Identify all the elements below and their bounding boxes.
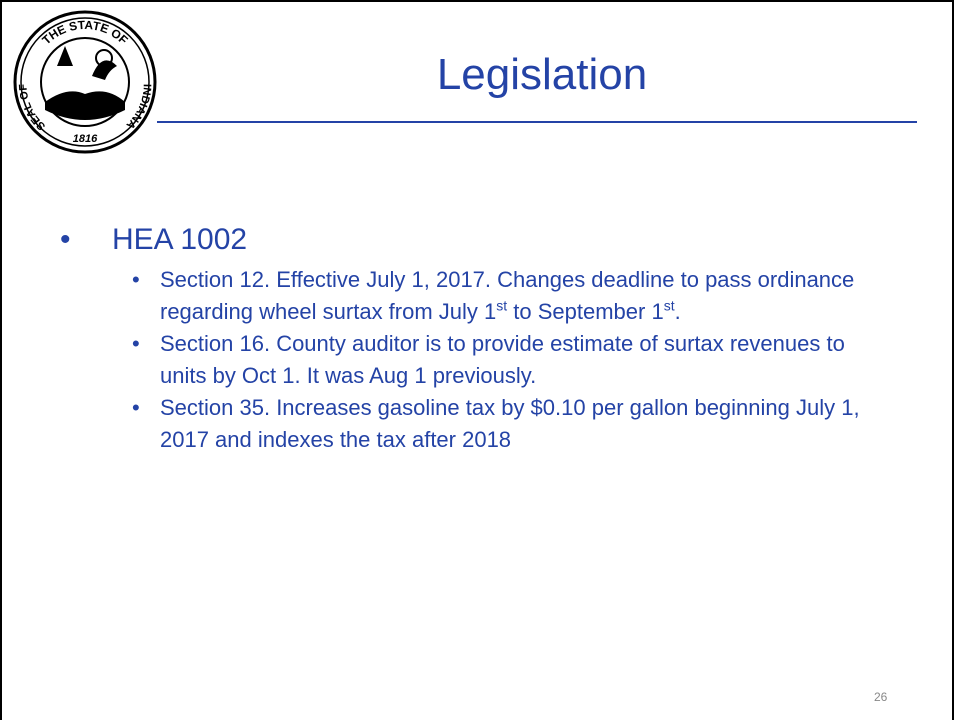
superscript: st [663, 297, 675, 314]
sub-bullet-text: Section 35. Increases gasoline tax by $0… [160, 395, 860, 452]
bullet-marker: • [132, 267, 140, 292]
sub-bullet-text: to September 1 [507, 299, 664, 324]
state-seal: THE STATE OF SEAL OF INDIANA 1816 [13, 10, 157, 154]
bullet-list: • HEA 1002 • Section 12. Effective July 1, … [60, 220, 900, 456]
title-rule [157, 121, 917, 123]
bullet-marker: • [132, 395, 140, 420]
slide-title: Legislation [436, 50, 648, 99]
sub-bullet: • Section 12. Effective July 1, 2017. Cha… [60, 264, 860, 328]
sub-bullet-list: • Section 12. Effective July 1, 2017. Cha… [60, 264, 900, 456]
seal-year: 1816 [73, 133, 98, 145]
sub-bullet: • Section 16. County auditor is to provid… [60, 328, 860, 392]
sub-bullet-text: Section 16. County auditor is to provide… [160, 331, 845, 388]
bullet-text: HEA 1002 [112, 223, 248, 256]
sub-bullet-text: Section 12. Effective July 1, 2017. Chan… [160, 267, 855, 324]
bullet-marker: • [60, 223, 71, 256]
bullet: • HEA 1002 [60, 220, 900, 260]
superscript: st [496, 297, 508, 314]
sub-bullet: • Section 35. Increases gasoline tax by $… [60, 392, 860, 456]
sub-bullet-text: . [674, 299, 681, 324]
bullet-marker: • [132, 331, 140, 356]
slide-number: 26 [874, 690, 888, 704]
